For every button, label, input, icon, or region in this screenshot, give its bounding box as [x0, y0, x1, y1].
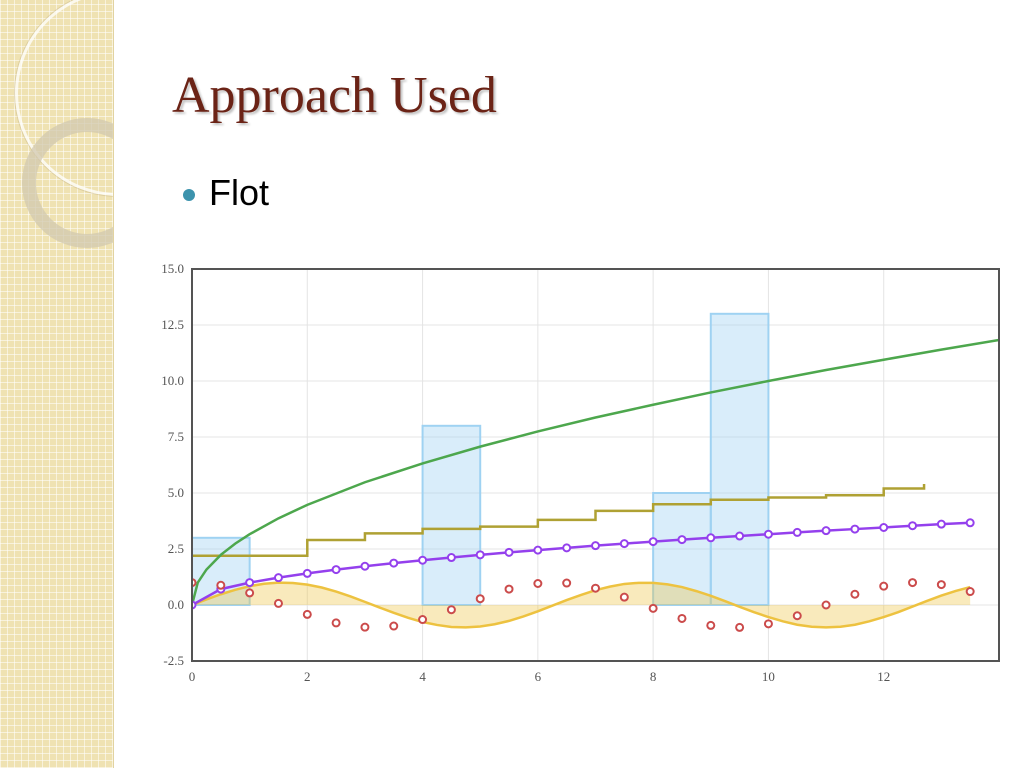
- data-point: [475, 550, 485, 560]
- area-fill: [192, 582, 971, 628]
- data-point: [965, 518, 975, 528]
- data-point: [562, 578, 572, 588]
- data-point: [418, 555, 428, 565]
- data-point: [331, 565, 341, 575]
- y-tick-label: 7.5: [168, 429, 184, 444]
- plot-series: [192, 312, 999, 632]
- data-point: [908, 521, 918, 531]
- x-tick-label: 0: [189, 669, 196, 684]
- y-tick-label: 15.0: [161, 261, 184, 276]
- data-point: [706, 620, 716, 630]
- data-point: [302, 568, 312, 578]
- data-point: [792, 611, 802, 621]
- data-point: [763, 529, 773, 539]
- step-line: [192, 484, 926, 557]
- data-point: [936, 580, 946, 590]
- data-point: [821, 600, 831, 610]
- data-point: [562, 543, 572, 553]
- data-point: [965, 587, 975, 597]
- x-tick-label: 2: [304, 669, 311, 684]
- data-point: [619, 539, 629, 549]
- data-point: [360, 622, 370, 632]
- y-tick-label: 0.0: [168, 597, 184, 612]
- data-point: [446, 553, 456, 563]
- bullet-icon: [183, 189, 195, 201]
- data-point: [331, 618, 341, 628]
- data-point: [533, 578, 543, 588]
- plot-border: [191, 268, 1000, 662]
- decorative-sidebar: [0, 0, 114, 768]
- data-point: [389, 621, 399, 631]
- data-point: [446, 605, 456, 615]
- data-point: [792, 527, 802, 537]
- data-point: [245, 588, 255, 598]
- data-point: [475, 594, 485, 604]
- plot-background: [192, 269, 999, 661]
- flot-chart: -2.5 0.0 2.5 5.0 7.5 10.0 12.5 15.0 0 2 4 6 8 10 12: [161, 261, 1000, 684]
- data-point: [533, 545, 543, 555]
- data-point: [591, 541, 600, 551]
- data-point: [821, 526, 831, 536]
- data-point: [735, 531, 745, 541]
- data-point: [504, 547, 514, 557]
- series-line: [192, 338, 999, 606]
- data-point: [677, 535, 687, 545]
- data-point: [648, 603, 658, 613]
- y-tick-label: -2.5: [163, 653, 184, 668]
- data-point: [273, 573, 283, 583]
- data-point: [245, 578, 255, 588]
- data-point: [850, 524, 860, 534]
- data-point: [648, 537, 658, 547]
- data-point: [360, 561, 370, 571]
- area-line: [192, 581, 971, 629]
- x-tick-label: 10: [762, 669, 775, 684]
- series-line: [192, 521, 971, 607]
- data-point: [706, 533, 716, 543]
- x-tick-label: 6: [535, 669, 542, 684]
- data-point: [418, 615, 428, 625]
- data-point: [591, 583, 600, 593]
- bar: [709, 312, 770, 607]
- y-tick-label: 10.0: [161, 373, 184, 388]
- data-point: [302, 609, 312, 619]
- y-tick-label: 2.5: [168, 541, 184, 556]
- data-point: [879, 522, 889, 532]
- data-point: [936, 519, 946, 529]
- bullet-text: Flot: [209, 172, 270, 213]
- data-point: [273, 598, 283, 608]
- bullet-item: Flot: [183, 172, 269, 214]
- x-tick-label: 8: [650, 669, 657, 684]
- data-point: [389, 558, 399, 568]
- data-point: [619, 592, 629, 602]
- data-point: [216, 580, 226, 590]
- data-point: [504, 584, 514, 594]
- x-tick-label: 4: [419, 669, 426, 684]
- slide-title: Approach Used: [172, 67, 497, 124]
- data-point: [908, 578, 918, 588]
- data-point: [879, 581, 889, 591]
- data-point: [850, 589, 860, 599]
- x-tick-label: 12: [877, 669, 890, 684]
- y-tick-label: 12.5: [161, 317, 184, 332]
- y-tick-label: 5.0: [168, 485, 184, 500]
- data-point: [677, 613, 687, 623]
- data-point: [735, 622, 745, 632]
- bar: [421, 424, 482, 606]
- data-point: [763, 619, 773, 629]
